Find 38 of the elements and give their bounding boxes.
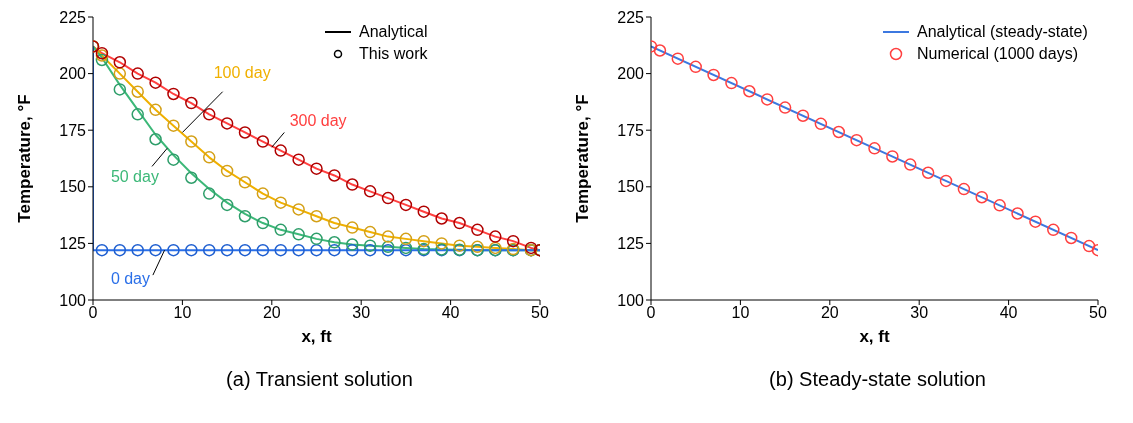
series-label: 50 day xyxy=(110,168,159,186)
series-label: 0 day xyxy=(110,270,151,288)
x-tick-label: 30 xyxy=(910,304,929,322)
x-tick-label: 20 xyxy=(262,304,281,322)
y-tick-label: 125 xyxy=(617,235,645,253)
x-tick-label: 40 xyxy=(441,304,460,322)
y-tick-label: 225 xyxy=(617,8,645,26)
x-tick-label: 40 xyxy=(999,304,1018,322)
y-tick-label: 125 xyxy=(59,235,87,253)
text: 100 day xyxy=(213,64,271,82)
text: (b) Steady-state solution xyxy=(768,368,987,391)
x-tick-label: 0 xyxy=(88,304,98,322)
x-tick-label: 20 xyxy=(820,304,839,322)
text: (a) Transient solution xyxy=(225,368,414,391)
y-tick-label: 175 xyxy=(617,121,645,139)
y-tick-label: 200 xyxy=(59,65,87,83)
x-tick-label: 10 xyxy=(731,304,750,322)
series-label: 300 day xyxy=(289,111,347,129)
y-tick-label: 150 xyxy=(59,178,87,196)
legend-label: Analytical (steady-state) xyxy=(917,23,1088,40)
x-tick-label: 0 xyxy=(646,304,656,322)
x-tick-label: 10 xyxy=(173,304,192,322)
annotation: Analytical xyxy=(359,23,428,40)
y-axis-title: Temperature, °F xyxy=(15,94,34,223)
y-axis-title: Temperature, °F xyxy=(573,94,592,223)
x-tick-label: 50 xyxy=(531,304,549,322)
legend-label: Numerical (1000 days) xyxy=(917,45,1078,62)
x-tick-label: 50 xyxy=(1089,304,1107,322)
y-tick-label: 225 xyxy=(59,8,87,26)
y-tick-label: 100 xyxy=(59,291,87,309)
x-axis-title: x, ft xyxy=(301,327,332,346)
y-tick-label: 150 xyxy=(617,178,645,196)
x-tick-label: 30 xyxy=(352,304,371,322)
y-tick-label: 175 xyxy=(59,121,87,139)
y-tick-label: 200 xyxy=(617,65,645,83)
y-tick-label: 100 xyxy=(617,291,645,309)
annotation: This work xyxy=(359,45,429,62)
x-axis-title: x, ft xyxy=(859,327,890,346)
